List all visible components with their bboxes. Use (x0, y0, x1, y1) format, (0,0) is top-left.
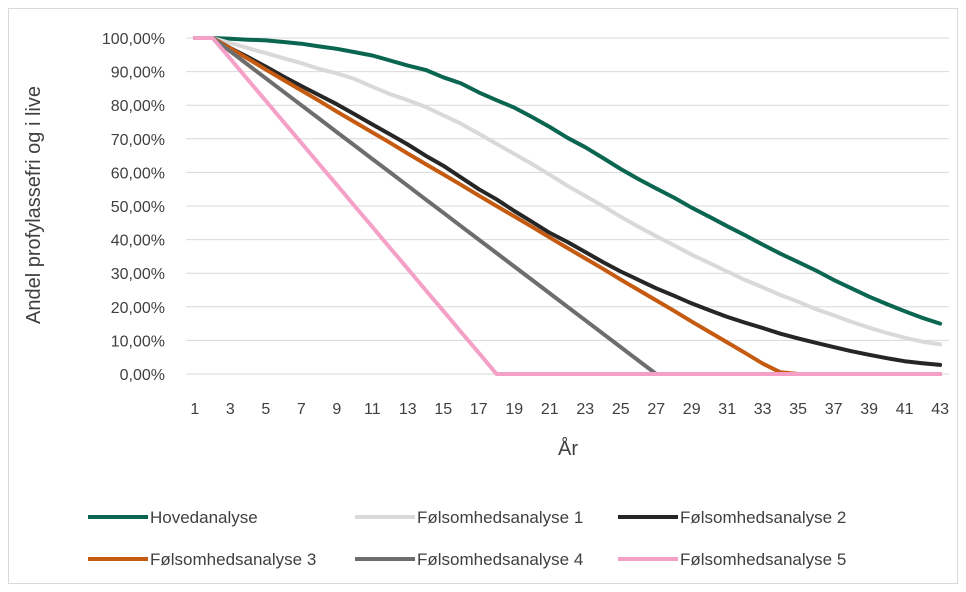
x-tick-label: 19 (505, 401, 523, 418)
x-tick-label: 11 (364, 401, 381, 418)
y-tick-label: 70,00% (111, 132, 165, 149)
legend-item: Følsomhedsanalyse 2 (618, 508, 846, 527)
series-lines (192, 36, 943, 376)
x-tick-label: 7 (297, 401, 306, 418)
legend-item: Hovedanalyse (88, 508, 258, 527)
legend-label: Følsomhedsanalyse 1 (417, 508, 583, 527)
x-tick-label: 37 (825, 401, 843, 418)
y-tick-label: 20,00% (111, 300, 165, 317)
y-tick-label: 90,00% (111, 65, 165, 82)
legend-label: Følsomhedsanalyse 4 (417, 550, 583, 569)
y-axis-label: Andel profylassefri og i live (23, 86, 45, 324)
x-tick-label: 31 (718, 401, 736, 418)
legend-label: Hovedanalyse (150, 508, 258, 527)
y-tick-label: 10,00% (111, 333, 165, 350)
x-axis-label: År (558, 437, 578, 460)
legend-item: Følsomhedsanalyse 4 (355, 550, 583, 569)
x-tick-label: 13 (399, 401, 417, 418)
x-tick-label: 15 (434, 401, 452, 418)
x-tick-label: 21 (541, 401, 559, 418)
legend-item: Følsomhedsanalyse 3 (88, 550, 316, 569)
x-tick-label: 41 (896, 401, 914, 418)
y-tick-label: 100,00% (102, 31, 165, 48)
series-line-3 (192, 36, 943, 367)
series-line-6 (192, 36, 943, 376)
x-tick-label: 3 (226, 401, 235, 418)
x-tick-label: 29 (683, 401, 701, 418)
x-tick-labels: 1 3 5 7 9 11 13 15 17 19 21 23 25 27 29 31 33 35 37 39 41 43 (190, 401, 949, 418)
legend-item: Følsomhedsanalyse 5 (618, 550, 846, 569)
legend-label: Følsomhedsanalyse 5 (680, 550, 846, 569)
x-tick-label: 43 (931, 401, 949, 418)
y-tick-label: 80,00% (111, 98, 165, 115)
x-tick-label: 33 (754, 401, 772, 418)
x-tick-label: 9 (332, 401, 341, 418)
y-tick-label: 50,00% (111, 199, 165, 216)
series-line-1 (192, 36, 943, 326)
y-tick-label: 40,00% (111, 233, 165, 250)
y-tick-labels: 100,00% 90,00% 80,00% 70,00% 60,00% 50,00% 40,… (102, 31, 165, 384)
x-tick-label: 27 (647, 401, 665, 418)
x-tick-label: 1 (190, 401, 199, 418)
y-tick-label: 30,00% (111, 266, 165, 283)
x-tick-label: 23 (576, 401, 594, 418)
chart-frame (8, 8, 958, 584)
y-tick-label: 0,00% (120, 367, 165, 384)
x-tick-label: 25 (612, 401, 630, 418)
legend-label: Følsomhedsanalyse 3 (150, 550, 316, 569)
series-line-2 (192, 36, 943, 347)
legend-item: Følsomhedsanalyse 1 (355, 508, 583, 527)
x-tick-label: 39 (860, 401, 878, 418)
legend: Hovedanalyse Følsomhedsanalyse 1 Følsomhed… (88, 508, 846, 569)
x-tick-label: 35 (789, 401, 807, 418)
x-tick-label: 5 (261, 401, 270, 418)
y-tick-label: 60,00% (111, 165, 165, 182)
x-tick-label: 17 (470, 401, 488, 418)
legend-label: Følsomhedsanalyse 2 (680, 508, 846, 527)
